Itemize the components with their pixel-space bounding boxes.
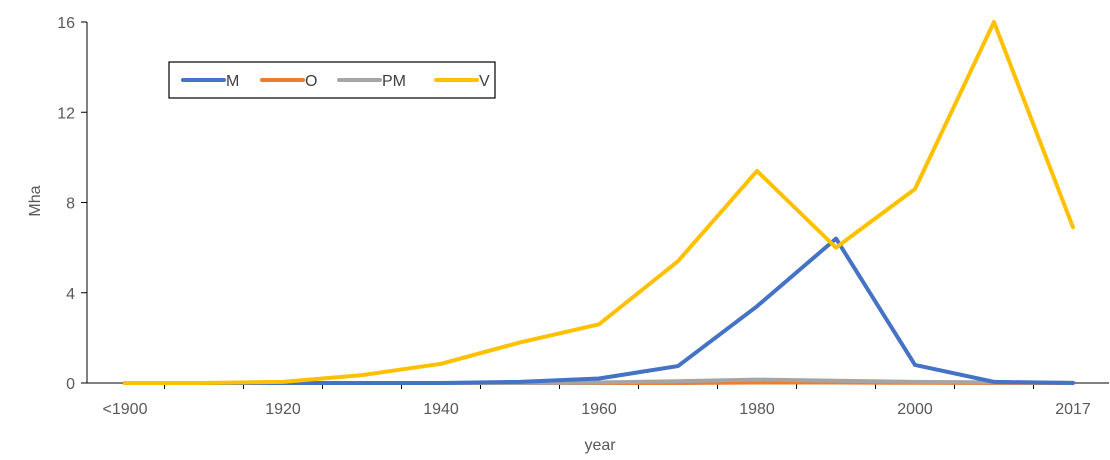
x-tick-label: 1940 bbox=[423, 401, 459, 418]
x-axis: <1900 1920 1940 1960 1980 2000 2017 bbox=[87, 382, 1109, 418]
x-tick-label: 1980 bbox=[739, 401, 775, 418]
x-tick-label: 1920 bbox=[265, 401, 301, 418]
x-tick-label: <1900 bbox=[103, 401, 148, 418]
legend-label-o: O bbox=[305, 73, 317, 90]
y-axis-title: Mha bbox=[27, 185, 44, 216]
x-tick-label: 2000 bbox=[897, 401, 933, 418]
legend-label-m: M bbox=[226, 73, 239, 90]
x-tick-label: 1960 bbox=[581, 401, 617, 418]
legend-label-v: V bbox=[479, 73, 490, 90]
x-tick-label: 2017 bbox=[1055, 401, 1091, 418]
y-tick-label: 16 bbox=[57, 15, 75, 32]
y-tick-label: 12 bbox=[57, 105, 75, 122]
x-axis-title: year bbox=[584, 437, 616, 454]
series-line-m bbox=[123, 236, 1075, 385]
legend: M O PM V bbox=[168, 61, 496, 99]
y-axis: 0 4 8 12 16 bbox=[57, 15, 88, 393]
y-tick-label: 4 bbox=[66, 286, 75, 303]
y-tick-label: 8 bbox=[66, 196, 75, 213]
series-line-v bbox=[123, 20, 1075, 385]
legend-label-pm: PM bbox=[382, 73, 406, 90]
y-tick-label: 0 bbox=[66, 376, 75, 393]
series-lines bbox=[123, 20, 1075, 385]
